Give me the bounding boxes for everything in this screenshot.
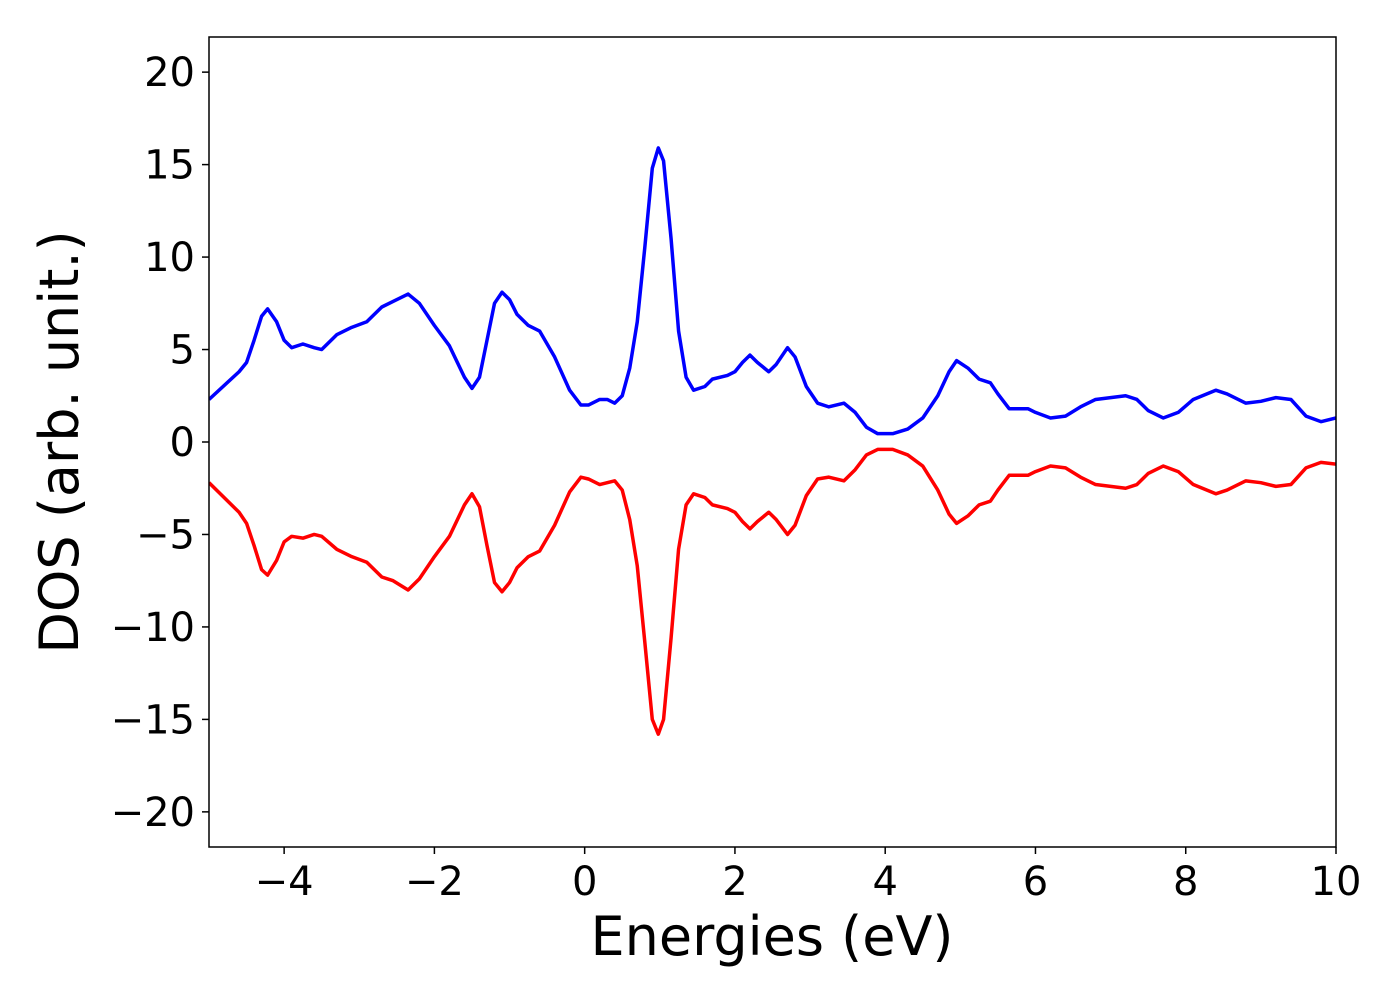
y-tick-label: 15 — [144, 143, 195, 189]
y-tick-label: 5 — [170, 328, 195, 374]
y-axis-label: DOS (arb. unit.) — [28, 230, 91, 653]
plot-frame — [208, 36, 1337, 848]
x-tick-label: 10 — [1311, 859, 1362, 905]
x-tick-label: 6 — [1023, 859, 1048, 905]
y-tick-label: −10 — [111, 605, 195, 651]
line-series — [209, 447, 1336, 736]
x-tick-label: 8 — [1173, 859, 1198, 905]
y-tick-label: −15 — [111, 697, 195, 743]
x-tick-label: 4 — [872, 859, 897, 905]
x-axis-label: Energies (eV) — [591, 905, 954, 968]
y-tick-label: 10 — [144, 235, 195, 281]
y-tick-label: 20 — [144, 50, 195, 96]
x-tick-label: 0 — [572, 859, 597, 905]
y-tick-label: 0 — [170, 420, 195, 466]
x-tick-label: −2 — [405, 859, 464, 905]
y-tick-label: −5 — [136, 512, 195, 558]
x-tick-label: −4 — [255, 859, 314, 905]
x-tick-label: 2 — [722, 859, 747, 905]
line-series — [209, 146, 1336, 436]
y-tick-label: −20 — [111, 790, 195, 836]
